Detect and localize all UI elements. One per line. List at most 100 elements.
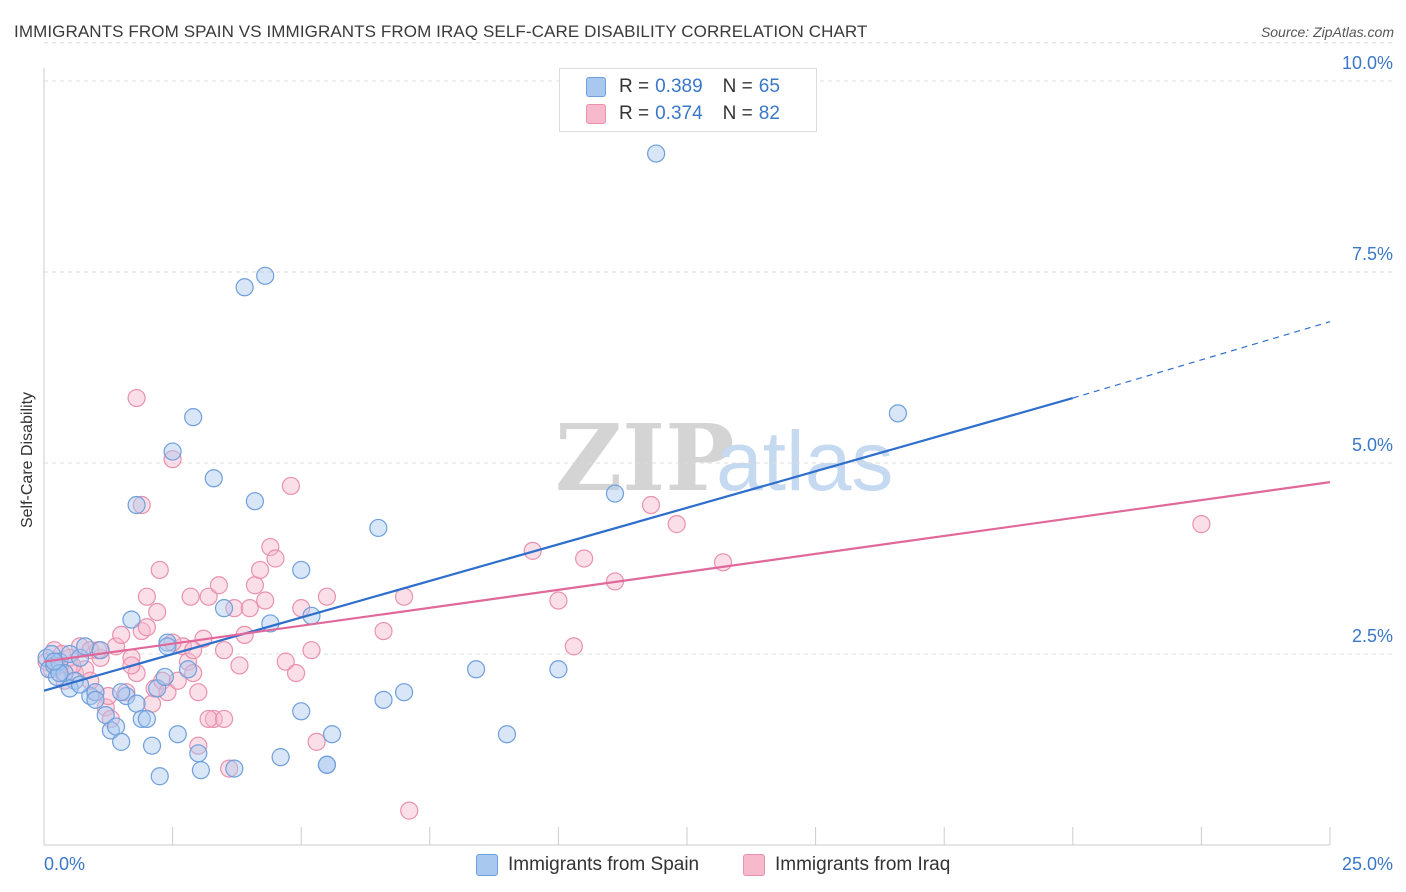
iraq-point [142,694,162,713]
spain-point [256,266,275,285]
spain-point [605,484,625,503]
spain-point [292,560,311,580]
y-tick-label: 10.0% [1342,53,1393,73]
iraq-point [181,587,200,606]
iraq-n-label: N = [722,103,753,124]
spain-point [178,660,198,679]
iraq-point [281,476,301,496]
iraq-point [400,801,419,820]
iraq-point [189,736,208,755]
spain-swatch [586,77,606,97]
bottom-spain-swatch [476,854,498,876]
spain-point [369,518,388,538]
spain-point [394,683,414,702]
spain-point [322,725,342,744]
spain-r-label: R = [619,76,650,97]
spain-point [112,732,131,751]
iraq-point [112,625,131,645]
iraq-point [240,599,259,618]
iraq-point [261,537,280,557]
spain-point [549,660,568,679]
spain-point [86,683,105,702]
iraq-r-label: R = [619,103,650,124]
iraq-point [137,587,156,606]
iraq-trend-line [43,481,1331,663]
iraq-point [307,732,326,751]
iraq-point [158,683,177,702]
source-label: Source: ZipAtlas.com [1260,24,1394,40]
iraq-point [204,709,223,729]
iraq-point [317,587,337,606]
spain-point [214,599,234,618]
spain-point [142,736,162,755]
spain-point [184,408,203,427]
iraq-point [575,549,594,568]
spain-point [647,144,666,163]
y-axis-label-wrap: Self-Care Disability [8,300,48,620]
spain-point [91,641,110,660]
iraq-point [250,560,270,580]
iraq-point [199,709,218,729]
iraq-swatch [586,104,606,124]
bottom-legend-iraq: Immigrants from Iraq [743,852,950,878]
legend-row-iraq: R = 0.374 N = 82 [586,102,780,126]
iraq-point [150,560,169,580]
spain-point [271,748,290,767]
iraq-point [245,576,265,595]
iraq-n-value: 82 [758,103,780,124]
spain-point [163,442,182,461]
iraq-point [374,621,393,641]
iraq-point [148,602,167,622]
legend-row-spain: R = 0.389 N = 65 [586,75,780,99]
iraq-point [225,599,244,618]
spain-n-label: N = [722,76,753,97]
spain-point [466,660,486,679]
spain-point [50,663,69,683]
iraq-point [163,450,182,469]
iraq-point [132,495,151,515]
watermark-zip: ZIP [555,404,734,512]
spain-point [189,744,208,763]
iraq-point [549,591,568,610]
spain-point [127,694,146,713]
iraq-point [209,576,228,595]
iraq-point [117,683,136,702]
iraq-point [302,641,321,660]
iraq-point [1192,515,1211,534]
spain-point [245,492,265,511]
iraq-point [189,683,208,702]
iraq-point [137,618,156,637]
spain-point [204,469,223,488]
spain-point [168,725,187,744]
iraq-point [667,515,686,534]
spain-point [150,767,169,786]
spain-point [76,637,95,656]
correlation-legend: R = 0.389 N = 65 R = 0.374 N = 82 [559,68,817,132]
iraq-point [214,709,234,729]
spain-point [374,690,393,709]
spain-point [155,667,174,687]
iraq-point [256,591,275,610]
y-axis-label: Self-Care Disability [19,391,36,529]
iraq-point [96,698,115,717]
iraq-point [564,637,583,656]
iraq-point [266,549,285,568]
spain-trend-extension [1072,321,1331,399]
spain-point [225,759,244,778]
bottom-iraq-label: Immigrants from Iraq [775,854,951,875]
iraq-point [276,652,295,671]
x-tick-label-max: 25.0% [1342,854,1393,874]
iraq-point [641,495,661,515]
spain-r-value: 0.389 [655,76,703,97]
bottom-spain-label: Immigrants from Spain [508,854,700,875]
iraq-point [286,663,306,683]
iraq-point [214,641,234,660]
iraq-point [199,587,218,606]
x-tick-label-min: 0.0% [44,854,85,874]
spain-point [317,755,337,774]
spain-point [127,495,146,515]
spain-point [112,683,131,702]
bottom-iraq-swatch [743,854,765,876]
y-tick-label: 2.5% [1352,626,1393,646]
